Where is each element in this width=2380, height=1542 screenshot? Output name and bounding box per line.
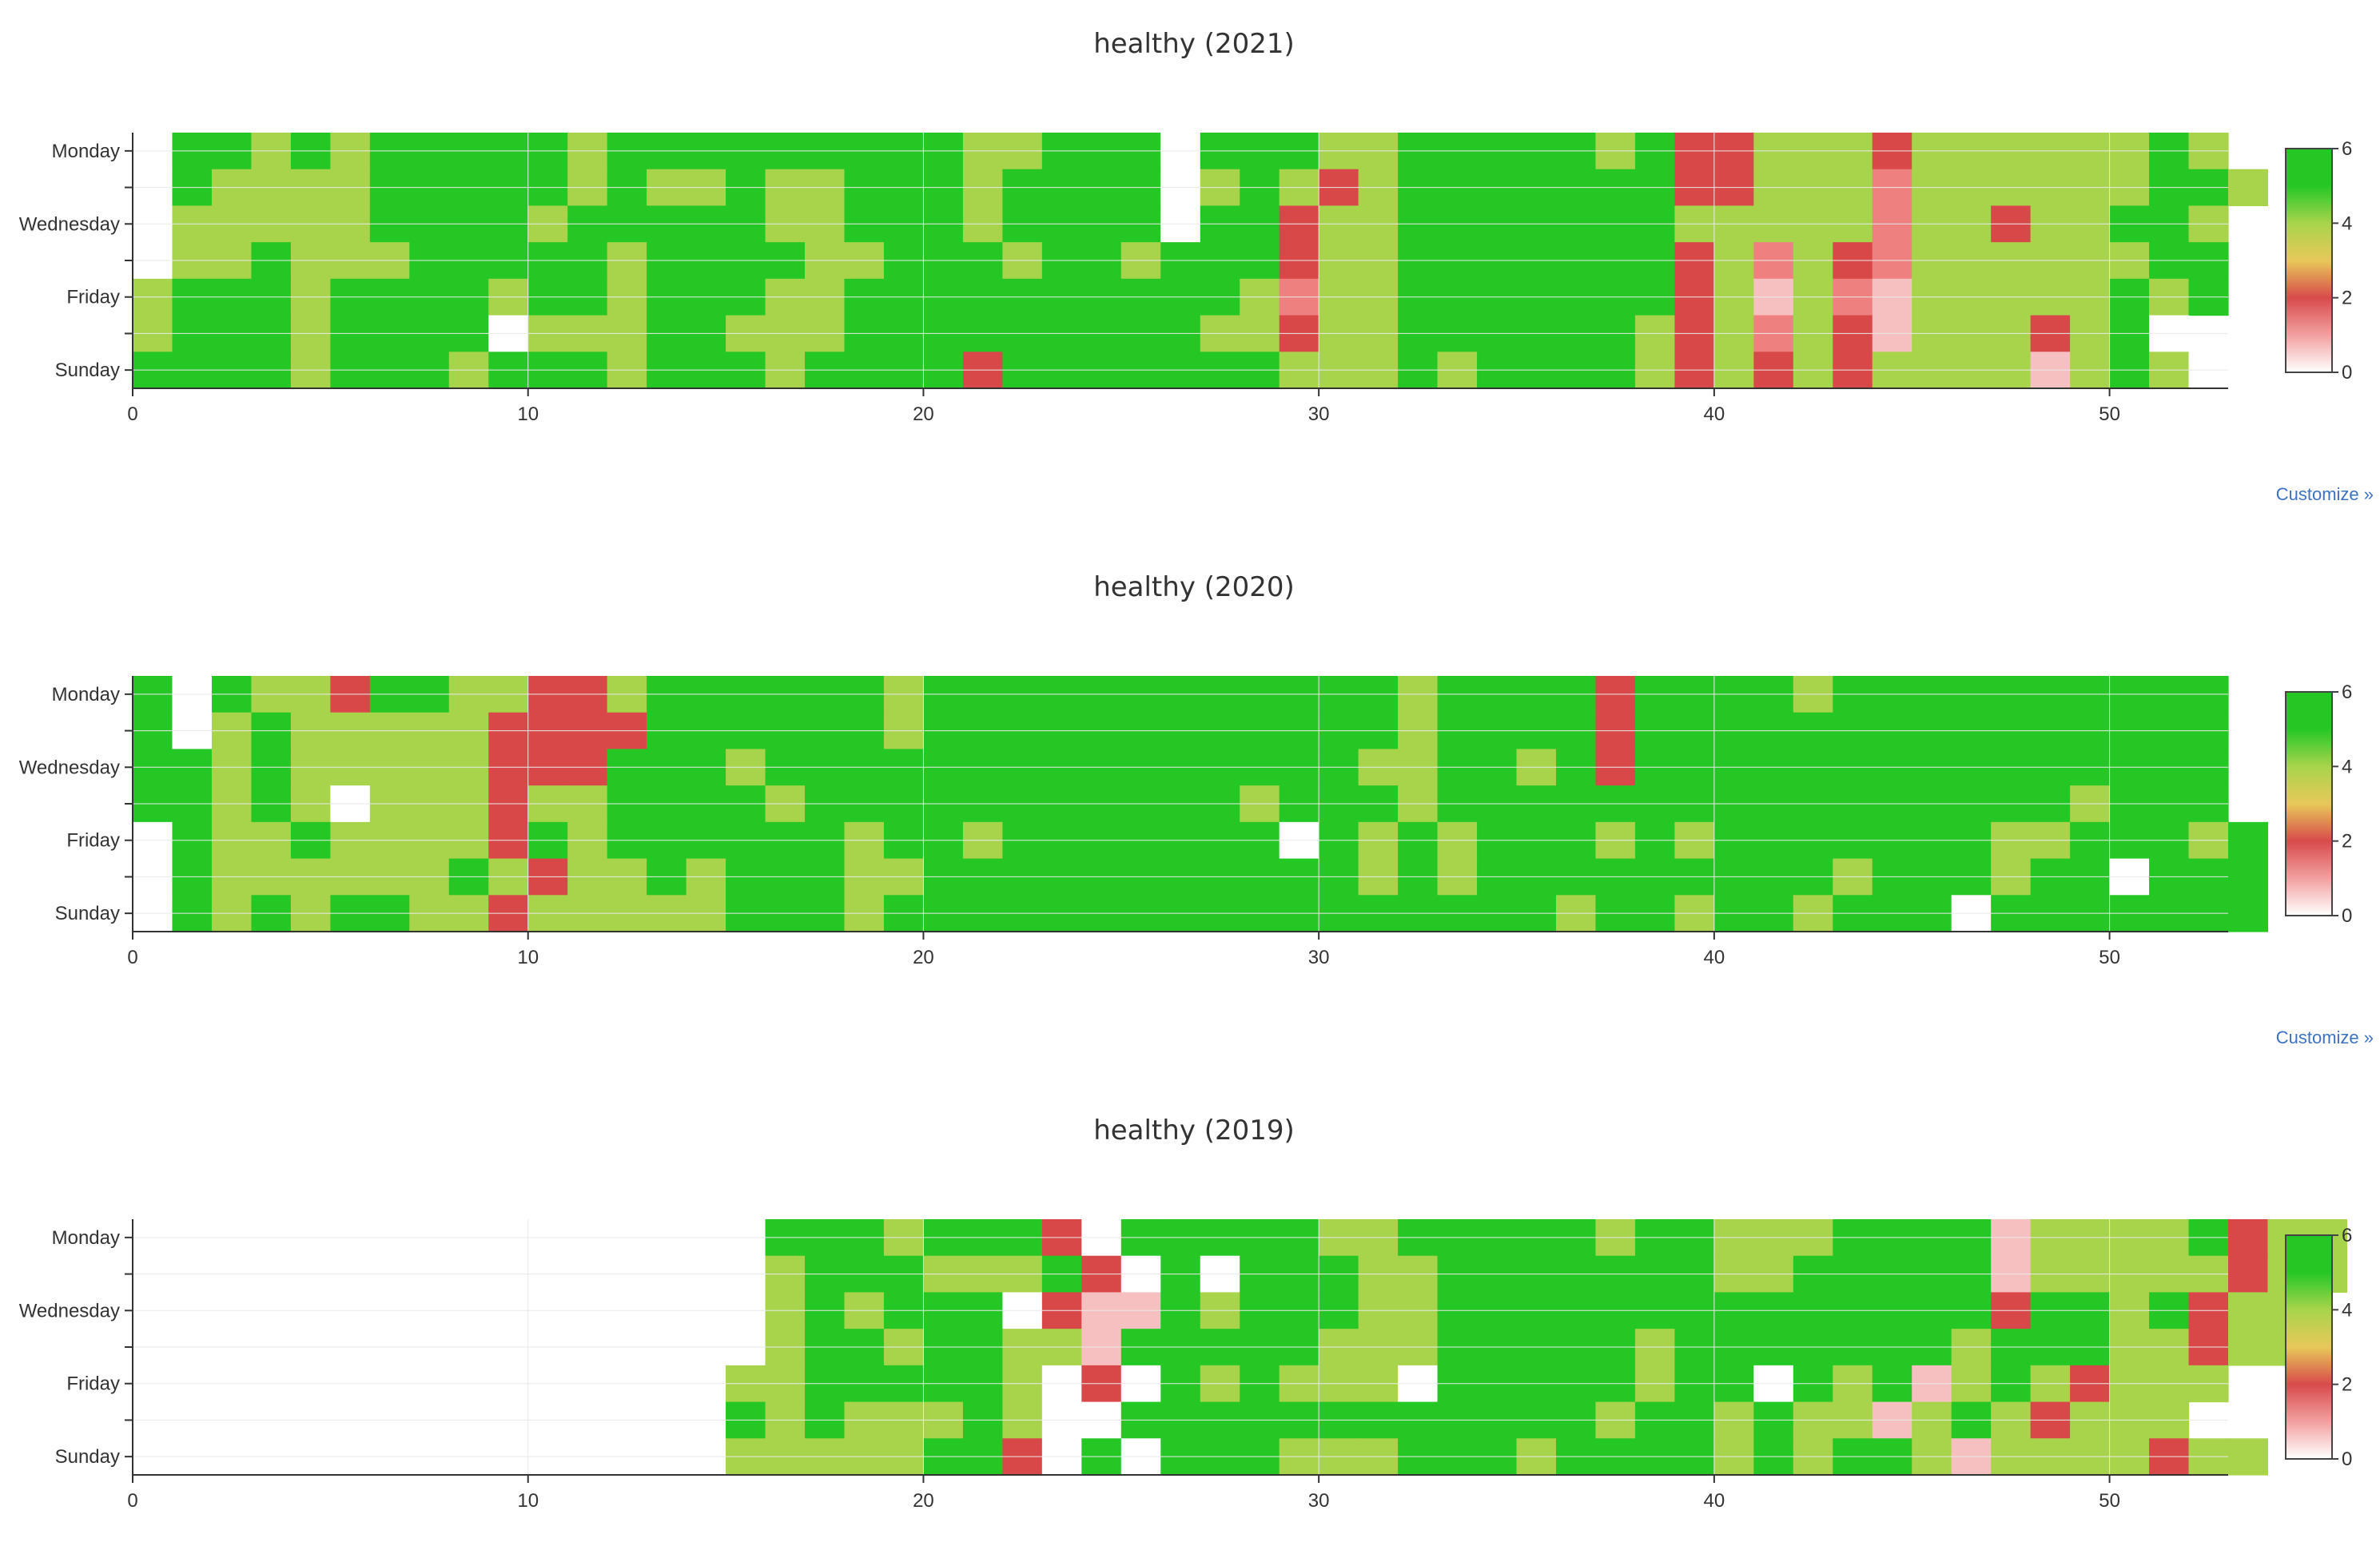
x-tick-label: 40 — [1704, 403, 1725, 425]
axes: Monday Wednesday Friday Sunday 0 10 20 30 40 50 — [19, 1219, 2228, 1512]
colorbar-tick-label: 4 — [2342, 213, 2352, 234]
y-tick-label: Wednesday — [19, 213, 120, 235]
heatmap-cell — [2228, 1329, 2269, 1366]
heatmap-panel-2021: healthy (2021) Monday Wednesday Friday Sund… — [19, 28, 2353, 425]
colorbar: 0 2 4 6 — [2285, 1225, 2352, 1470]
x-tick-label: 0 — [127, 1490, 137, 1512]
customize-link[interactable]: Customize » — [2275, 1027, 2374, 1047]
colorbar-tick-label: 2 — [2342, 288, 2352, 309]
colorbar: 0 2 4 6 — [2285, 138, 2352, 384]
colorbar-tick-label: 0 — [2342, 905, 2352, 927]
heatmap-cell — [2228, 1292, 2269, 1329]
y-tick-label: Sunday — [55, 360, 120, 381]
x-tick-label: 10 — [517, 947, 539, 968]
x-tick-label: 30 — [1308, 947, 1330, 968]
axes: Monday Wednesday Friday Sunday 0 10 20 30 40 50 — [19, 133, 2228, 425]
x-tick-label: 30 — [1308, 403, 1330, 425]
chart-title: healthy (2021) — [1093, 28, 1295, 60]
y-tick-label: Wednesday — [19, 757, 120, 778]
customize-link[interactable]: Customize » — [2275, 484, 2374, 504]
colorbar-tick-label: 6 — [2342, 682, 2352, 703]
chart-title: healthy (2019) — [1093, 1115, 1295, 1147]
x-tick-label: 0 — [127, 947, 137, 968]
y-tick-label: Monday — [52, 684, 120, 705]
heatmap-cells — [133, 133, 2269, 389]
colorbar-scale — [2285, 691, 2333, 916]
colorbar-tick-label: 6 — [2342, 138, 2352, 160]
x-tick-label: 40 — [1704, 947, 1725, 968]
colorbar-scale — [2285, 1234, 2333, 1460]
x-tick-label: 20 — [913, 1490, 934, 1512]
x-tick-label: 30 — [1308, 1490, 1330, 1512]
x-tick-label: 40 — [1704, 1490, 1725, 1512]
heatmap-cell — [2228, 821, 2269, 860]
heatmap-cell — [2228, 1255, 2269, 1294]
y-tick-label: Sunday — [55, 903, 120, 924]
x-tick-label: 10 — [517, 403, 539, 425]
x-tick-label: 50 — [2099, 947, 2120, 968]
x-tick-label: 0 — [127, 403, 137, 425]
colorbar-scale — [2285, 148, 2333, 373]
x-tick-label: 20 — [913, 947, 934, 968]
heatmap-cell — [2228, 858, 2269, 896]
y-tick-label: Sunday — [55, 1446, 120, 1468]
y-tick-label: Monday — [52, 141, 120, 162]
colorbar-tick-label: 2 — [2342, 831, 2352, 852]
colorbar-tick-label: 4 — [2342, 1299, 2352, 1321]
colorbar-tick-label: 0 — [2342, 362, 2352, 384]
heatmap-panel-2020: healthy (2020) Monday Wednesday Friday Sund… — [19, 571, 2353, 968]
x-tick-label: 10 — [517, 1490, 539, 1512]
heatmap-cell — [2228, 1219, 2269, 1257]
y-tick-label: Monday — [52, 1227, 120, 1249]
y-tick-label: Wednesday — [19, 1300, 120, 1321]
chart-title: healthy (2020) — [1093, 571, 1295, 603]
heatmap-cell — [2228, 895, 2269, 932]
colorbar-tick-label: 6 — [2342, 1225, 2352, 1246]
y-tick-label: Friday — [66, 830, 120, 852]
heatmap-cell — [2228, 169, 2269, 207]
colorbar-tick-label: 2 — [2342, 1374, 2352, 1396]
heatmap-panel-2019: healthy (2019) Monday Wednesday Friday Sund… — [19, 1115, 2353, 1512]
x-tick-label: 20 — [913, 403, 934, 425]
colorbar: 0 2 4 6 — [2285, 682, 2352, 927]
colorbar-tick-label: 0 — [2342, 1449, 2352, 1470]
y-tick-label: Friday — [66, 1373, 120, 1395]
axes: Monday Wednesday Friday Sunday 0 10 20 30 40 50 — [19, 676, 2228, 968]
heatmap-cell — [2228, 1438, 2269, 1476]
colorbar-tick-label: 4 — [2342, 756, 2352, 777]
y-tick-label: Friday — [66, 287, 120, 308]
x-tick-label: 50 — [2099, 1490, 2120, 1512]
x-tick-label: 50 — [2099, 403, 2120, 425]
